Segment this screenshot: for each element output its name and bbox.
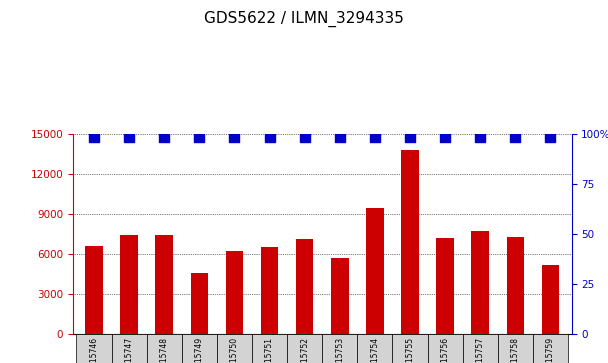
Text: GSM1515759: GSM1515759 — [546, 337, 555, 363]
Point — [230, 134, 240, 140]
Text: GDS5622 / ILMN_3294335: GDS5622 / ILMN_3294335 — [204, 11, 404, 27]
Bar — [287, 334, 322, 363]
Point — [475, 134, 485, 140]
Text: GSM1515748: GSM1515748 — [160, 337, 169, 363]
Text: GSM1515755: GSM1515755 — [406, 337, 415, 363]
Bar — [322, 334, 358, 363]
Bar — [252, 334, 287, 363]
Text: GSM1515750: GSM1515750 — [230, 337, 239, 363]
Bar — [533, 334, 568, 363]
Text: GSM1515757: GSM1515757 — [475, 337, 485, 363]
Bar — [296, 240, 314, 334]
Bar — [506, 237, 524, 334]
Bar — [471, 232, 489, 334]
Bar — [358, 334, 392, 363]
Point — [370, 134, 380, 140]
Bar — [366, 208, 384, 334]
Point — [440, 134, 450, 140]
Bar — [120, 236, 138, 334]
Bar — [190, 273, 208, 334]
Point — [89, 134, 99, 140]
Bar — [463, 334, 498, 363]
Text: GSM1515753: GSM1515753 — [335, 337, 344, 363]
Text: GSM1515747: GSM1515747 — [125, 337, 134, 363]
Text: GSM1515758: GSM1515758 — [511, 337, 520, 363]
Text: GSM1515746: GSM1515746 — [89, 337, 98, 363]
Bar — [392, 334, 427, 363]
Text: GSM1515752: GSM1515752 — [300, 337, 309, 363]
Bar — [437, 238, 454, 334]
Bar — [182, 334, 217, 363]
Point — [511, 134, 520, 140]
Bar — [331, 258, 348, 334]
Bar — [156, 236, 173, 334]
Text: GSM1515754: GSM1515754 — [370, 337, 379, 363]
Bar — [226, 252, 243, 334]
Point — [195, 134, 204, 140]
Point — [124, 134, 134, 140]
Bar — [147, 334, 182, 363]
Point — [159, 134, 169, 140]
Point — [545, 134, 555, 140]
Bar — [85, 246, 103, 334]
Bar — [261, 248, 278, 334]
Bar — [498, 334, 533, 363]
Text: GSM1515751: GSM1515751 — [265, 337, 274, 363]
Text: GSM1515756: GSM1515756 — [441, 337, 450, 363]
Bar — [401, 150, 419, 334]
Point — [264, 134, 274, 140]
Bar — [217, 334, 252, 363]
Point — [300, 134, 309, 140]
Bar — [112, 334, 147, 363]
Bar — [427, 334, 463, 363]
Point — [405, 134, 415, 140]
Point — [335, 134, 345, 140]
Bar — [77, 334, 112, 363]
Bar — [542, 265, 559, 334]
Text: GSM1515749: GSM1515749 — [195, 337, 204, 363]
